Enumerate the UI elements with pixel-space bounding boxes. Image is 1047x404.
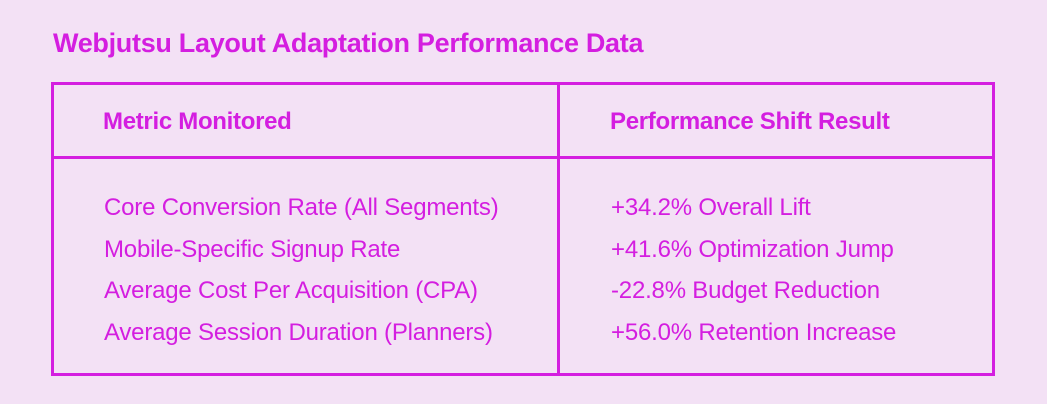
column-divider — [557, 85, 560, 373]
result-column: +34.2% Overall Lift +41.6% Optimization … — [611, 187, 896, 353]
column-header-metric: Metric Monitored — [103, 108, 292, 135]
performance-table: Metric Monitored Performance Shift Resul… — [51, 82, 995, 376]
table-cell-result: +41.6% Optimization Jump — [611, 235, 894, 263]
table-cell-result: -22.8% Budget Reduction — [611, 277, 880, 304]
table-cell-metric: Core Conversion Rate (All Segments) — [104, 194, 499, 221]
table-cell-metric: Average Session Duration (Planners) — [104, 318, 493, 346]
table-cell-result: +34.2% Overall Lift — [611, 194, 811, 221]
header-divider — [54, 156, 992, 159]
table-cell-metric: Average Cost Per Acquisition (CPA) — [104, 277, 478, 304]
column-header-result: Performance Shift Result — [610, 108, 890, 135]
table-cell-metric: Mobile-Specific Signup Rate — [104, 235, 401, 263]
table-cell-result: +56.0% Retention Increase — [611, 318, 897, 346]
page-title: Webjutsu Layout Adaptation Performance D… — [53, 28, 644, 58]
metric-column: Core Conversion Rate (All Segments) Mobi… — [104, 187, 499, 353]
